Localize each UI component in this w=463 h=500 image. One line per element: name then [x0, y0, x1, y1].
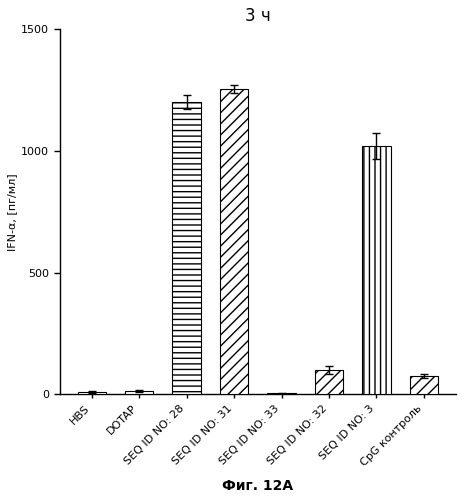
Bar — [267, 393, 296, 394]
Title: 3 ч: 3 ч — [245, 7, 271, 25]
Y-axis label: IFN-α, [пг/мл]: IFN-α, [пг/мл] — [7, 173, 17, 250]
Bar — [410, 376, 438, 394]
Bar — [172, 102, 201, 394]
Bar — [125, 392, 153, 394]
Bar — [220, 89, 248, 394]
X-axis label: Фиг. 12А: Фиг. 12А — [222, 479, 294, 493]
Bar — [315, 370, 343, 394]
Bar — [362, 146, 391, 394]
Bar — [77, 392, 106, 394]
